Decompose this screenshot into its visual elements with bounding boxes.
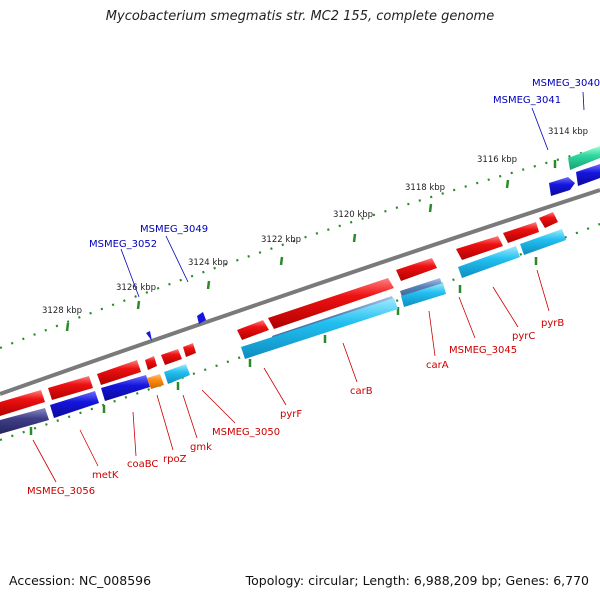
gene-blue-edge[interactable] (576, 164, 600, 186)
gene-blue[interactable] (50, 391, 99, 418)
tick-label: 3122 kbp (261, 235, 301, 245)
gene-red[interactable] (97, 360, 141, 385)
gene-MSMEG_3041[interactable] (549, 177, 575, 196)
gene-red[interactable] (145, 356, 157, 370)
gene-red[interactable] (48, 376, 93, 400)
label-leaders-bottom (32, 269, 550, 483)
label-carB: carB (350, 386, 373, 397)
gene-carB-upper[interactable] (268, 278, 394, 329)
gene-MSMEG_3052[interactable] (146, 331, 152, 341)
gene-red[interactable] (237, 320, 269, 340)
gene-red[interactable] (0, 390, 45, 416)
map-title: Mycobacterium smegmatis str. MC2 155, co… (105, 9, 495, 24)
label-leaders-top (120, 91, 585, 298)
label-coaBC: coaBC (127, 459, 158, 470)
label-rpoZ: rpoZ (163, 454, 187, 465)
backbone (0, 188, 600, 396)
tick-label: 3128 kbp (42, 306, 82, 316)
tick-label: 3118 kbp (405, 183, 445, 193)
tick-label: 3116 kbp (477, 155, 517, 165)
label-MSMEG_3056: MSMEG_3056 (27, 486, 95, 497)
gene-red[interactable] (456, 236, 503, 260)
inner-major-ticks (29, 257, 538, 435)
gene-carA[interactable] (401, 283, 446, 307)
topology-text: Topology: circular; Length: 6,988,209 bp… (245, 573, 589, 588)
accession-text: Accession: NC_008596 (9, 573, 152, 588)
gene-pyrC[interactable] (458, 246, 520, 278)
gene-red[interactable] (539, 212, 558, 228)
label-MSMEG_3041: MSMEG_3041 (493, 95, 561, 106)
gene-rpoZ[interactable] (147, 374, 164, 389)
gene-red[interactable] (161, 349, 182, 365)
label-pyrF: pyrF (280, 409, 302, 420)
scale-major-ticks (65, 160, 557, 332)
gene-carB[interactable] (241, 298, 398, 359)
gene-red[interactable] (396, 258, 437, 281)
gene-MSMEG_3056[interactable] (0, 408, 49, 434)
tick-label: 3124 kbp (188, 258, 228, 268)
label-gmk: gmk (190, 442, 212, 453)
gene-MSMEG_3040[interactable] (568, 146, 600, 170)
gene-red[interactable] (503, 222, 539, 243)
label-MSMEG_3050: MSMEG_3050 (212, 427, 280, 438)
tick-label: 3114 kbp (548, 127, 588, 137)
label-MSMEG_3049: MSMEG_3049 (140, 224, 208, 235)
label-carA: carA (426, 360, 449, 371)
label-MSMEG_3040: MSMEG_3040 (532, 78, 600, 89)
label-MSMEG_3052: MSMEG_3052 (89, 239, 157, 250)
gene-gmk[interactable] (164, 364, 190, 384)
gene-metK[interactable] (101, 375, 150, 401)
tick-label: 3120 kbp (333, 210, 373, 220)
label-pyrC: pyrC (512, 331, 535, 342)
gene-red[interactable] (183, 343, 196, 357)
label-pyrB: pyrB (541, 318, 564, 329)
label-metK: metK (92, 470, 119, 481)
gene-MSMEG_3049[interactable] (197, 312, 206, 324)
gene-pyrB[interactable] (520, 229, 566, 255)
label-MSMEG_3045: MSMEG_3045 (449, 345, 517, 356)
